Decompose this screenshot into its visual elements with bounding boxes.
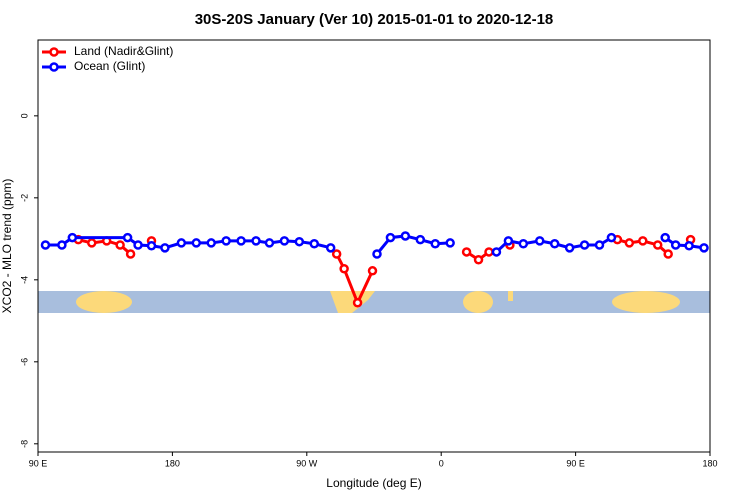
data-point bbox=[579, 240, 590, 250]
legend-label: Ocean (Glint) bbox=[74, 59, 145, 73]
y-tick-label: 0 bbox=[19, 113, 29, 118]
y-axis-label: XCO2 - MLO trend (ppm) bbox=[0, 179, 14, 314]
data-point bbox=[115, 240, 125, 250]
series-line bbox=[664, 236, 705, 250]
data-point bbox=[367, 266, 378, 276]
y-tick-label: -8 bbox=[19, 440, 29, 448]
data-point bbox=[670, 240, 681, 250]
data-point bbox=[331, 249, 342, 259]
y-tick-label: -4 bbox=[19, 276, 29, 284]
data-point bbox=[518, 238, 529, 249]
data-point bbox=[491, 247, 502, 257]
series-line bbox=[335, 253, 374, 307]
legend-marker bbox=[49, 47, 59, 57]
data-point bbox=[125, 249, 136, 259]
data-point bbox=[624, 238, 635, 248]
legend-marker bbox=[49, 62, 59, 72]
data-point bbox=[236, 236, 246, 246]
y-tick-label: -6 bbox=[19, 358, 29, 366]
data-point bbox=[57, 240, 67, 250]
data-point bbox=[638, 236, 648, 246]
data-point bbox=[87, 238, 97, 248]
data-point bbox=[67, 232, 78, 243]
data-point bbox=[339, 264, 349, 274]
legend-label: Land (Nadir&Glint) bbox=[74, 44, 173, 58]
data-point bbox=[430, 238, 440, 249]
data-point bbox=[294, 236, 305, 247]
data-point bbox=[660, 232, 670, 243]
data-point bbox=[549, 238, 560, 249]
data-point bbox=[535, 236, 545, 246]
data-point bbox=[176, 238, 187, 248]
data-point bbox=[594, 240, 605, 250]
data-point bbox=[40, 240, 51, 250]
data-point bbox=[652, 240, 663, 250]
x-tick-label: 90 E bbox=[566, 458, 585, 468]
x-tick-label: 180 bbox=[165, 458, 180, 468]
data-point bbox=[484, 247, 494, 257]
x-tick-label: 90 E bbox=[29, 458, 48, 468]
data-point bbox=[415, 234, 426, 245]
data-point bbox=[699, 243, 709, 253]
data-point bbox=[146, 241, 157, 251]
data-point bbox=[564, 243, 575, 253]
chart-title: 30S-20S January (Ver 10) 2015-01-01 to 2… bbox=[195, 11, 554, 28]
y-tick-label: -2 bbox=[19, 194, 29, 202]
data-point bbox=[352, 298, 363, 308]
data-point bbox=[325, 243, 336, 253]
data-point bbox=[191, 238, 202, 248]
data-point bbox=[279, 236, 290, 246]
x-tick-label: 90 W bbox=[296, 458, 318, 468]
data-point bbox=[221, 236, 231, 246]
data-point bbox=[309, 238, 320, 249]
x-tick-label: 180 bbox=[702, 458, 717, 468]
data-point bbox=[400, 231, 411, 241]
data-point bbox=[372, 249, 382, 259]
data-point bbox=[206, 238, 216, 248]
data-point bbox=[606, 232, 617, 243]
map-strip bbox=[38, 291, 710, 313]
data-point bbox=[473, 254, 484, 265]
data-point bbox=[445, 238, 455, 248]
data-point bbox=[122, 232, 133, 243]
data-point bbox=[385, 232, 396, 243]
data-point bbox=[663, 249, 673, 259]
x-tick-label: 0 bbox=[439, 458, 444, 468]
data-point bbox=[684, 241, 694, 251]
data-point bbox=[160, 243, 170, 253]
data-point bbox=[264, 238, 275, 248]
plot-frame bbox=[37, 39, 711, 453]
x-axis-label: Longitude (deg E) bbox=[326, 476, 421, 490]
data-point bbox=[461, 247, 472, 257]
data-point bbox=[251, 236, 261, 246]
data-point bbox=[503, 236, 514, 246]
data-point bbox=[133, 240, 143, 250]
